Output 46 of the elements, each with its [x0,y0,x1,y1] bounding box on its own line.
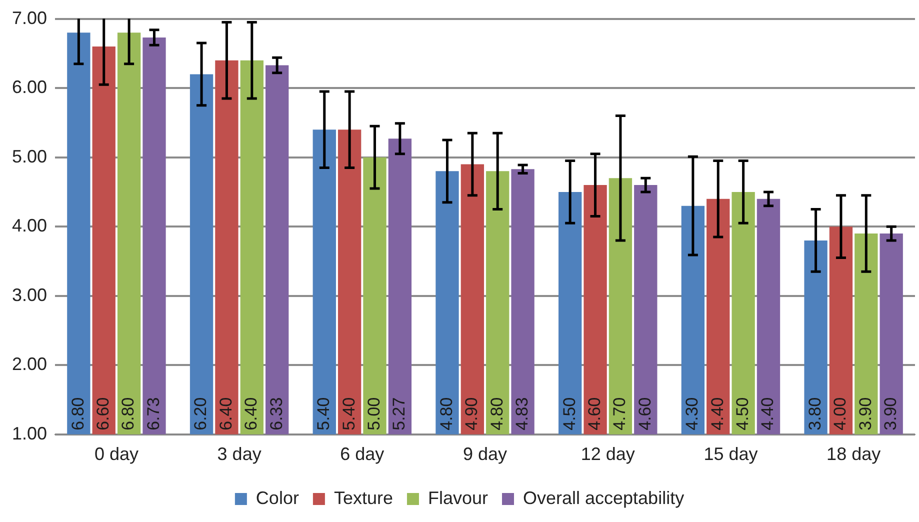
data-label: 6.40 [216,397,236,430]
x-tick-label: 12 day [580,444,635,464]
data-label: 6.40 [242,397,261,430]
data-label: 4.60 [635,397,654,430]
data-label: 4.90 [462,397,482,430]
x-tick-label: 18 day [826,444,881,464]
legend-label: Color [256,488,299,508]
data-label: 4.50 [560,397,579,430]
y-tick-label: 6.00 [12,77,48,98]
x-tick-label: 6 day [340,444,384,464]
x-tick-label: 15 day [704,444,758,464]
data-label: 6.33 [266,397,286,430]
data-label: 6.20 [191,397,210,430]
data-label: 4.30 [682,397,702,430]
legend-label: Texture [334,488,393,508]
data-label: 4.83 [512,397,532,430]
data-label: 4.80 [487,397,506,430]
legend-label: Flavour [428,488,488,508]
x-tick-label: 9 day [462,444,508,464]
y-tick-label: 2.00 [12,354,48,374]
data-label: 5.00 [364,397,384,430]
y-tick-label: 3.00 [12,284,48,305]
data-label: 4.40 [758,397,778,430]
data-label: 6.80 [118,397,138,430]
legend-label: Overall acceptability [522,488,684,508]
data-label: 5.40 [339,397,358,430]
data-label: 3.80 [805,397,824,430]
y-tick-label: 4.00 [12,216,48,236]
y-tick-label: 7.00 [12,8,48,28]
data-label: 4.40 [708,397,727,430]
data-label: 3.90 [856,397,875,430]
data-label: 4.70 [610,397,630,430]
data-label: 5.40 [314,397,334,430]
y-tick-label: 1.00 [12,423,48,444]
data-label: 4.60 [584,397,604,430]
data-label: 5.27 [390,397,409,430]
data-label: 4.80 [436,397,456,430]
data-label: 4.00 [830,397,850,430]
x-tick-label: 0 day [94,444,138,464]
data-label: 3.90 [881,397,900,430]
y-tick-label: 5.00 [12,146,48,166]
data-label: 6.73 [144,397,163,430]
data-label: 6.60 [94,397,113,430]
x-tick-label: 3 day [217,444,262,464]
data-label: 4.50 [733,397,752,430]
data-label: 6.80 [68,397,88,430]
